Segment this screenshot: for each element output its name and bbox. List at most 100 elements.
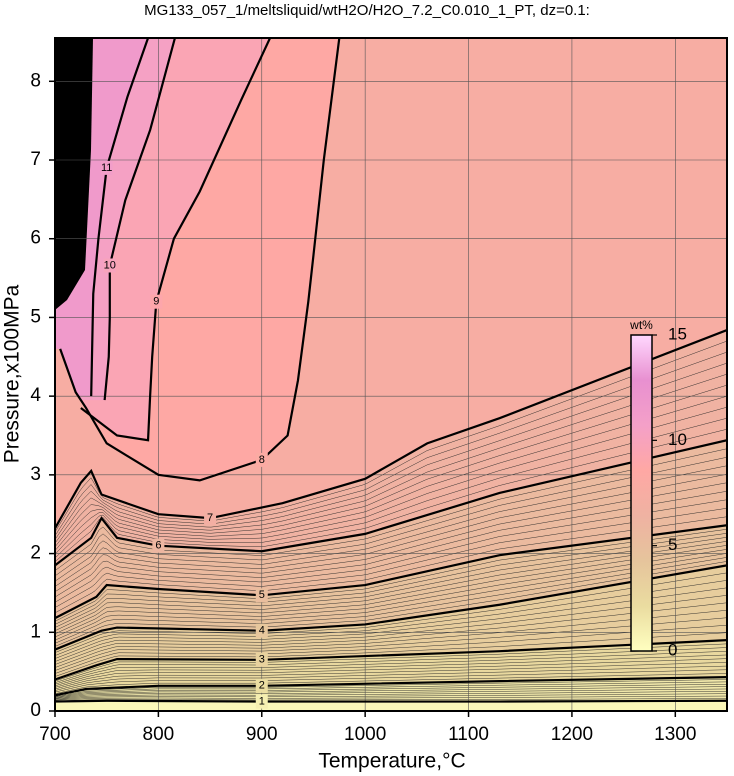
contour-label: 4	[259, 625, 265, 637]
contour-fill	[55, 700, 727, 711]
contour-label-bg	[255, 678, 268, 693]
minor-contour	[55, 647, 727, 683]
colorbar-label: wt%	[629, 318, 653, 332]
y-tick-label: 4	[30, 385, 41, 406]
minor-contour	[55, 545, 727, 635]
minor-contour	[55, 428, 727, 562]
x-tick-label: 1100	[448, 724, 489, 745]
plot-frame	[54, 37, 728, 712]
contour-label: 11	[101, 162, 112, 174]
contour-label: 9	[153, 296, 159, 308]
minor-contour	[55, 595, 727, 662]
y-tick-label: 5	[30, 306, 41, 327]
contour-line	[90, 38, 150, 397]
x-tick-label: 900	[246, 724, 278, 745]
contour-label-bg	[150, 294, 163, 309]
contour-label-bg	[255, 694, 268, 709]
x-tick-label: 1300	[654, 724, 696, 745]
minor-contour	[55, 665, 727, 691]
contour-line	[55, 639, 727, 681]
minor-contour	[55, 499, 727, 603]
contour-label-bg	[255, 588, 268, 603]
saturated-region	[55, 38, 93, 310]
minor-contour	[55, 695, 727, 701]
minor-contour	[55, 688, 727, 699]
y-tick-label: 0	[30, 700, 41, 721]
y-axis-title: Pressure,x100MPa	[1, 284, 24, 463]
contour-label-bg	[204, 511, 217, 526]
y-tick-label: 8	[30, 70, 41, 91]
minor-contour	[55, 482, 727, 592]
minor-contour	[55, 673, 727, 694]
minor-contour	[55, 561, 727, 647]
minor-contour	[55, 553, 727, 641]
minor-contour	[55, 669, 727, 693]
contour-label: 6	[155, 540, 161, 552]
minor-contour	[55, 587, 727, 659]
minor-contour	[55, 654, 727, 687]
minor-contour	[55, 691, 727, 700]
contour-label-bg	[255, 623, 268, 638]
minor-contour	[55, 417, 727, 559]
chart-title: MG133_057_1/meltsliquid/wtH2O/H2O_7.2_C0…	[144, 2, 590, 19]
minor-contour	[55, 549, 727, 638]
colorbar	[630, 334, 653, 652]
contour-line	[80, 38, 272, 442]
minor-contour	[55, 617, 727, 671]
x-tick-label: 1000	[344, 724, 386, 745]
minor-contour	[55, 662, 727, 690]
minor-contour	[55, 572, 727, 653]
minor-contour	[55, 406, 727, 555]
contour-label: 8	[259, 454, 265, 466]
contour-label: 3	[259, 654, 265, 666]
minor-contour	[55, 508, 727, 608]
minor-contour	[55, 395, 727, 551]
minor-contour	[55, 448, 727, 571]
minor-contour	[55, 529, 727, 622]
plot-area: 1 2 3 4 5 6 7 8 9 10 11	[55, 38, 727, 711]
x-axis-title: Temperature,°C	[318, 750, 465, 773]
minor-contour	[55, 686, 727, 698]
minor-contour	[55, 557, 727, 644]
minor-contour	[55, 632, 727, 677]
y-tick-label: 1	[30, 621, 41, 642]
colorbar-tick-label: 0	[668, 640, 677, 659]
contour-line	[55, 699, 727, 703]
minor-contour	[55, 533, 727, 625]
x-tick-label: 800	[143, 724, 175, 745]
minor-contour	[55, 373, 727, 544]
y-tick-label: 6	[30, 228, 41, 249]
contour-label: 10	[104, 259, 116, 271]
minor-contour	[55, 679, 727, 697]
contour-label: 7	[207, 512, 213, 524]
minor-contour	[55, 681, 727, 697]
minor-contour	[55, 624, 727, 674]
minor-contour	[55, 698, 727, 702]
colorbar-tick-label: 10	[668, 430, 687, 449]
contour-label: 2	[259, 680, 265, 692]
contour-line	[55, 524, 727, 620]
y-tick-label: 3	[30, 464, 41, 485]
minor-contour	[55, 541, 727, 631]
minor-contour	[55, 362, 727, 540]
x-tick-label: 700	[39, 724, 71, 745]
minor-contour	[55, 465, 727, 582]
colorbar-tick-label: 15	[668, 324, 687, 343]
minor-contour	[55, 516, 727, 614]
minor-contour	[55, 602, 727, 665]
minor-contour	[55, 610, 727, 668]
minor-contour	[55, 384, 727, 548]
contour-label-bg	[255, 452, 268, 467]
colorbar-tick-label: 5	[668, 535, 677, 554]
y-tick-label: 7	[30, 149, 41, 170]
minor-contour	[55, 340, 727, 533]
minor-contour	[55, 693, 727, 700]
minor-contour	[55, 643, 727, 682]
contour-label: 5	[259, 589, 265, 601]
contour-label-bg	[255, 652, 268, 667]
minor-contour	[55, 580, 727, 656]
minor-contour	[55, 651, 727, 685]
minor-contour	[55, 491, 727, 598]
